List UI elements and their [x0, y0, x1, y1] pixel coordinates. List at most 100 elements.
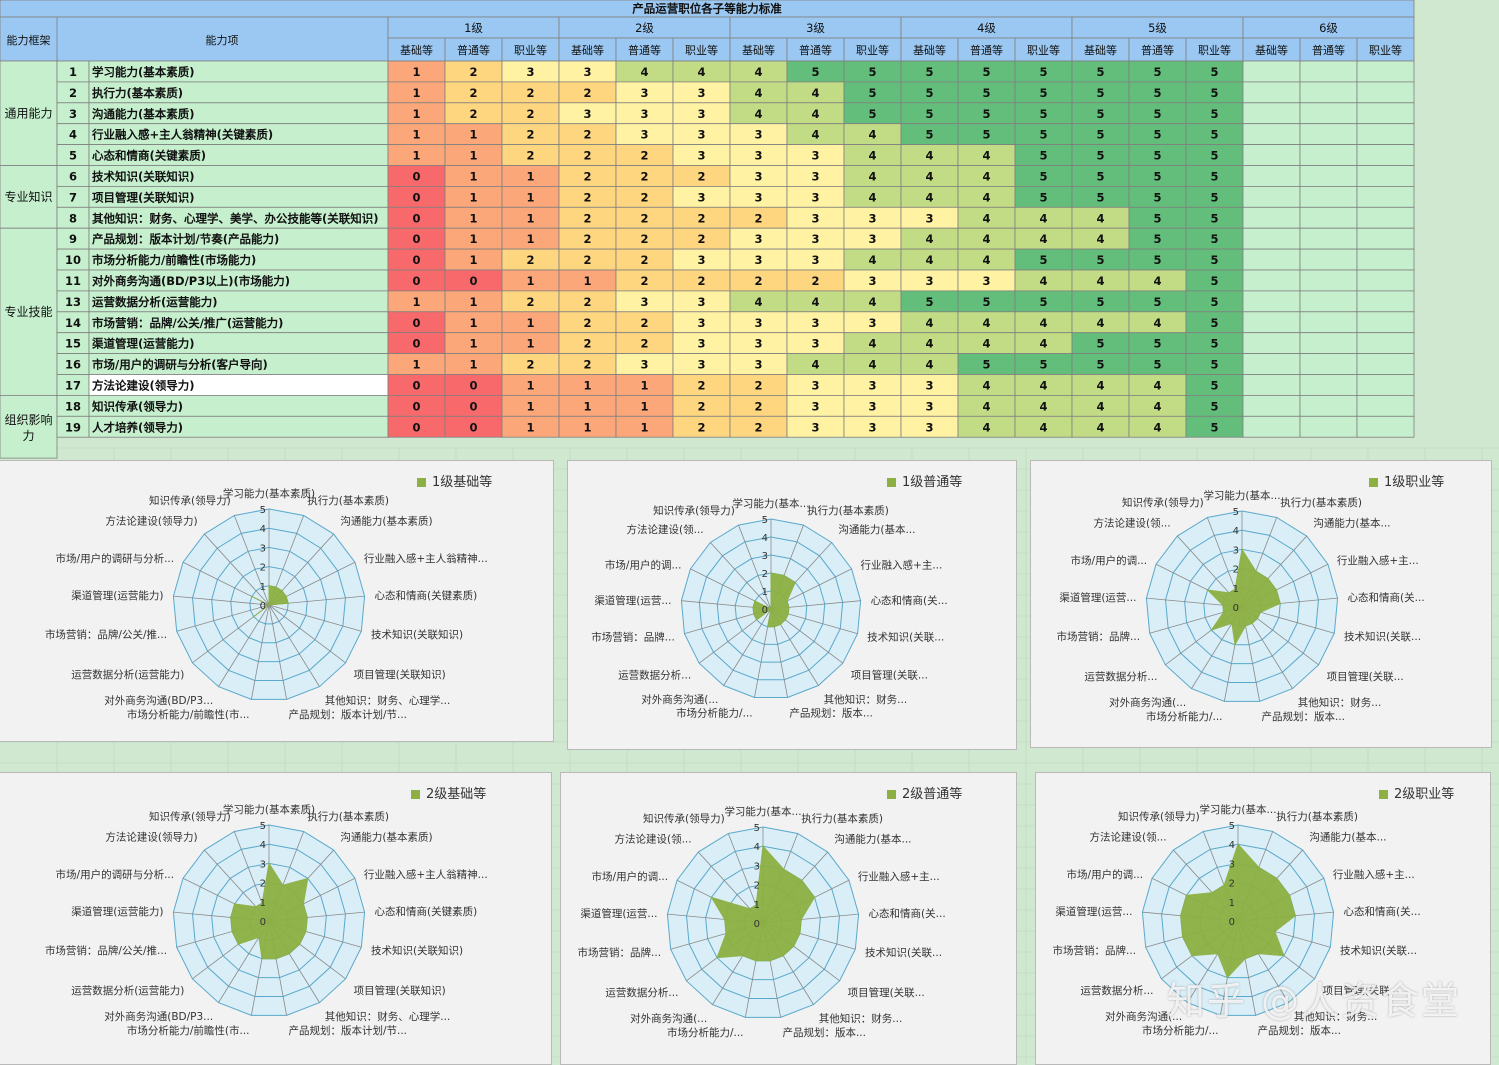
radar-data-point: [268, 862, 270, 865]
heat-value: 4: [640, 65, 648, 79]
heat-value: 1: [469, 337, 477, 351]
heat-value: 5: [868, 65, 876, 79]
sub-level-header: 基础等: [742, 43, 775, 57]
heat-value: 5: [1096, 253, 1104, 267]
level-header: 2级: [635, 21, 654, 35]
row-item-label: 其他知识：财务、心理学、美学、办公技能等(关联知识): [92, 211, 379, 225]
heat-value: 0: [412, 253, 420, 267]
radar-category-label: 项目管理(关联...: [848, 986, 925, 999]
radar-tick-label: 5: [762, 515, 768, 526]
radar-category-label: 对外商务沟通(...: [630, 1012, 707, 1025]
radar-data-point: [792, 945, 795, 947]
heat-value: 1: [526, 399, 534, 413]
radar-data-point: [723, 918, 726, 921]
radar-data-point: [1216, 952, 1219, 955]
radar-category-label: 对外商务沟通(...: [1105, 1010, 1182, 1023]
heat-value: 4: [925, 232, 933, 246]
heat-value: 3: [583, 65, 591, 79]
radar-data-point: [1234, 643, 1236, 646]
heat-value: 0: [412, 170, 420, 184]
radar-data-point: [1274, 930, 1276, 933]
heat-value: 2: [697, 170, 705, 184]
radar-data-point: [305, 930, 307, 933]
radar-category-label: 运营数据分析(运营能力): [71, 984, 184, 997]
heat-value: 2: [697, 379, 705, 393]
heat-value: 4: [811, 128, 819, 142]
radar-category-label: 市场分析能力/...: [676, 706, 753, 719]
row-number: 7: [69, 190, 77, 204]
radar-category-label: 知识传承(领导力): [653, 504, 735, 517]
radar-chart-panel[interactable]: 1级职业等 0 1 2 3 4 5 学习能力(基本... 执行力(基本素质) 沟通能力(基本...…: [1030, 460, 1492, 748]
heat-value: 3: [868, 316, 876, 330]
radar-grid-ring: [680, 518, 862, 698]
heat-value: 2: [583, 128, 591, 142]
empty-cell: [1242, 165, 1301, 187]
heat-value: 1: [583, 274, 591, 288]
empty-cell: [1242, 394, 1301, 417]
heat-value: 5: [982, 358, 990, 372]
radar-data-point: [769, 959, 771, 962]
radar-category-label: 市场/用户的调研与分析...: [56, 868, 175, 881]
heat-value: 3: [811, 337, 819, 351]
sub-level-header: 基础等: [913, 43, 946, 57]
radar-data-point: [237, 943, 240, 945]
heat-value: 4: [982, 316, 990, 330]
heat-value: 3: [640, 295, 648, 309]
heat-value: 3: [754, 253, 762, 267]
heat-value: 5: [1039, 65, 1047, 79]
heat-value: 5: [1039, 86, 1047, 100]
empty-cell: [1242, 332, 1301, 355]
heat-value: 5: [982, 295, 990, 309]
group-label: 专业知识: [4, 189, 52, 204]
radar-chart-panel[interactable]: 1级基础等 0 1 2 3 4 5 学习能力(基本素质) 执行力(基本素质) 沟通能力(基本素质)…: [0, 460, 554, 742]
radar-chart: 0 1 2 3 4 5 学习能力(基本...执行力(基本素质) 沟通能力(基本... 行业融入感…: [1053, 803, 1421, 1037]
heat-value: 5: [1153, 358, 1161, 372]
radar-category-label: 心态和情商(关键素质): [375, 905, 478, 918]
radar-grid-ring: [1165, 529, 1319, 683]
heat-value: 3: [925, 399, 933, 413]
empty-cell: [1356, 185, 1415, 208]
radar-category-label: 对外商务沟通(...: [641, 693, 718, 706]
radar-chart-panel[interactable]: 2级基础等 0 1 2 3 4 5 学习能力(基本素质) 执行力(基本素质) 沟通能力(基本素质)…: [0, 772, 552, 1065]
heat-value: 2: [526, 128, 534, 142]
heat-value: 1: [640, 420, 648, 434]
heat-value: 4: [754, 86, 762, 100]
empty-cell: [1356, 144, 1415, 166]
radar-data-point: [754, 600, 756, 602]
heat-value: 5: [868, 86, 876, 100]
radar-chart-panel[interactable]: 2级职业等 0 1 2 3 4 5 学习能力(基本... 执行力(基本素质) 沟通能力(基本...…: [1035, 772, 1491, 1065]
empty-cell: [1242, 269, 1301, 292]
empty-cell: [1299, 60, 1358, 83]
empty-cell: [1299, 332, 1358, 355]
heat-value: 3: [754, 149, 762, 163]
heat-value: 5: [1096, 170, 1104, 184]
heat-value: 3: [811, 420, 819, 434]
row-item-label: 市场分析能力/前瞻性(市场能力): [92, 253, 256, 267]
radar-chart: 0 1 2 3 4 5 学习能力(基本...执行力(基本素质) 沟通能力(基本... 行业融入感…: [578, 805, 946, 1039]
radar-category-label: 项目管理(关联...: [1327, 670, 1404, 683]
radar-category-label: 学习能力(基本...: [732, 497, 809, 510]
radar-chart-panel[interactable]: 2级普通等 0 1 2 3 4 5 学习能力(基本... 执行力(基本素质) 沟通能力(基本...…: [560, 772, 1017, 1065]
radar-series-area: [230, 862, 309, 960]
radar-chart-panel[interactable]: 1级普通等 0 1 2 3 4 5 学习能力(基本... 执行力(基本素质) 沟通能力(基本...…: [567, 460, 1017, 750]
radar-tick-label: 4: [1229, 840, 1235, 851]
heat-value: 2: [583, 253, 591, 267]
empty-cell: [1356, 290, 1415, 313]
heat-value: 2: [583, 149, 591, 163]
heat-value: 2: [640, 337, 648, 351]
radar-grid-ring: [698, 536, 844, 681]
empty-cell: [1356, 123, 1415, 145]
heat-value: 4: [1039, 337, 1047, 351]
radar-category-label: 技术知识(关联知识): [371, 628, 463, 641]
radar-grid-ring: [1184, 548, 1300, 665]
sub-level-header: 职业等: [514, 43, 547, 57]
radar-data-point: [1191, 954, 1193, 957]
radar-data-point: [1267, 577, 1269, 580]
heat-value: 2: [640, 149, 648, 163]
heat-value: 4: [868, 170, 876, 184]
heat-value: 2: [526, 358, 534, 372]
radar-series-area: [1206, 548, 1281, 647]
radar-category-label: 执行力(基本素质): [307, 810, 389, 823]
heat-value: 5: [1210, 149, 1218, 163]
radar-data-point: [725, 932, 727, 935]
